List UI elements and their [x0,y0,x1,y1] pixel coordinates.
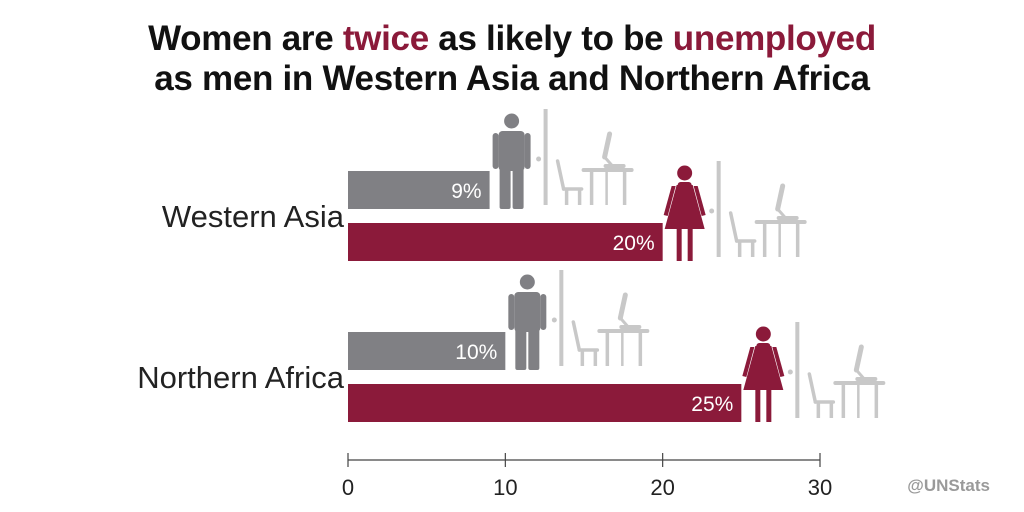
woman-arm [663,186,676,216]
bar [348,223,663,261]
computer-stand [776,208,786,218]
computer-screen [853,344,864,373]
computer-screen [617,292,628,321]
office-door-post [559,270,564,366]
computer-screen [602,131,613,160]
man-torso [514,292,541,332]
office-door-post [716,161,721,257]
chart-title-line-1: Women are twice as likely to be unemploy… [0,18,1024,60]
bar [348,332,506,370]
man-icon [492,113,531,209]
man-arm [508,294,515,330]
man-head [519,274,535,290]
x-axis-tick-label: 10 [493,475,517,500]
man-icon [508,274,547,370]
empty-desk-chair-computer-icon [787,322,886,418]
category-label: Northern Africa [137,360,345,395]
woman-head [755,326,771,342]
computer-stand [855,369,865,379]
x-axis-tick-label: 30 [808,475,832,500]
empty-desk-chair-computer-icon [536,109,634,205]
man-head [504,113,520,129]
office-door-post [795,322,800,418]
chair-back [807,372,818,404]
bar-value-label: 20% [613,232,655,255]
category-label: Western Asia [162,199,345,234]
man-arm [524,133,531,169]
computer-stand [603,156,613,166]
man-leg [515,328,527,370]
x-axis-tick-label: 0 [342,475,354,500]
woman-arm [693,186,706,216]
woman-dress [664,185,705,229]
woman-icon [663,165,706,261]
empty-desk-chair-computer-icon [551,270,650,366]
bar-value-label: 25% [691,393,733,416]
man-arm [540,294,547,330]
man-leg [499,167,511,209]
title-segment: Women are [148,19,343,58]
title-segment: as likely to be [428,19,673,58]
woman-leg [755,389,761,422]
man-leg [512,167,524,209]
woman-icon [742,326,785,422]
bar-value-label: 9% [451,180,481,203]
woman-dress [743,346,784,390]
woman-leg [676,228,682,261]
chart-title-line-2: as men in Western Asia and Northern Afri… [154,59,870,98]
woman-head [677,165,693,181]
chair-back [555,159,566,191]
office-door-knob [787,369,793,375]
office-door-knob [536,156,542,162]
office-door-knob [709,208,715,214]
office-door-knob [551,317,557,323]
bar [348,384,742,422]
woman-arm [742,347,755,377]
computer-screen [775,183,786,212]
title-highlight-unemployed: unemployed [672,19,876,58]
woman-leg [687,228,693,261]
bar-value-label: 10% [455,341,497,364]
title-highlight-twice: twice [342,19,429,58]
chair-back [728,211,739,243]
woman-arm [772,347,785,377]
computer-stand [619,317,629,327]
man-torso [498,131,525,171]
man-leg [528,328,540,370]
x-axis-tick-label: 20 [650,475,674,500]
office-door-post [543,109,548,205]
woman-leg [766,389,772,422]
empty-desk-chair-computer-icon [709,161,807,257]
man-arm [492,133,499,169]
chair-back [571,320,582,352]
bar [348,171,490,209]
source-credit: @UNStats [907,476,990,495]
